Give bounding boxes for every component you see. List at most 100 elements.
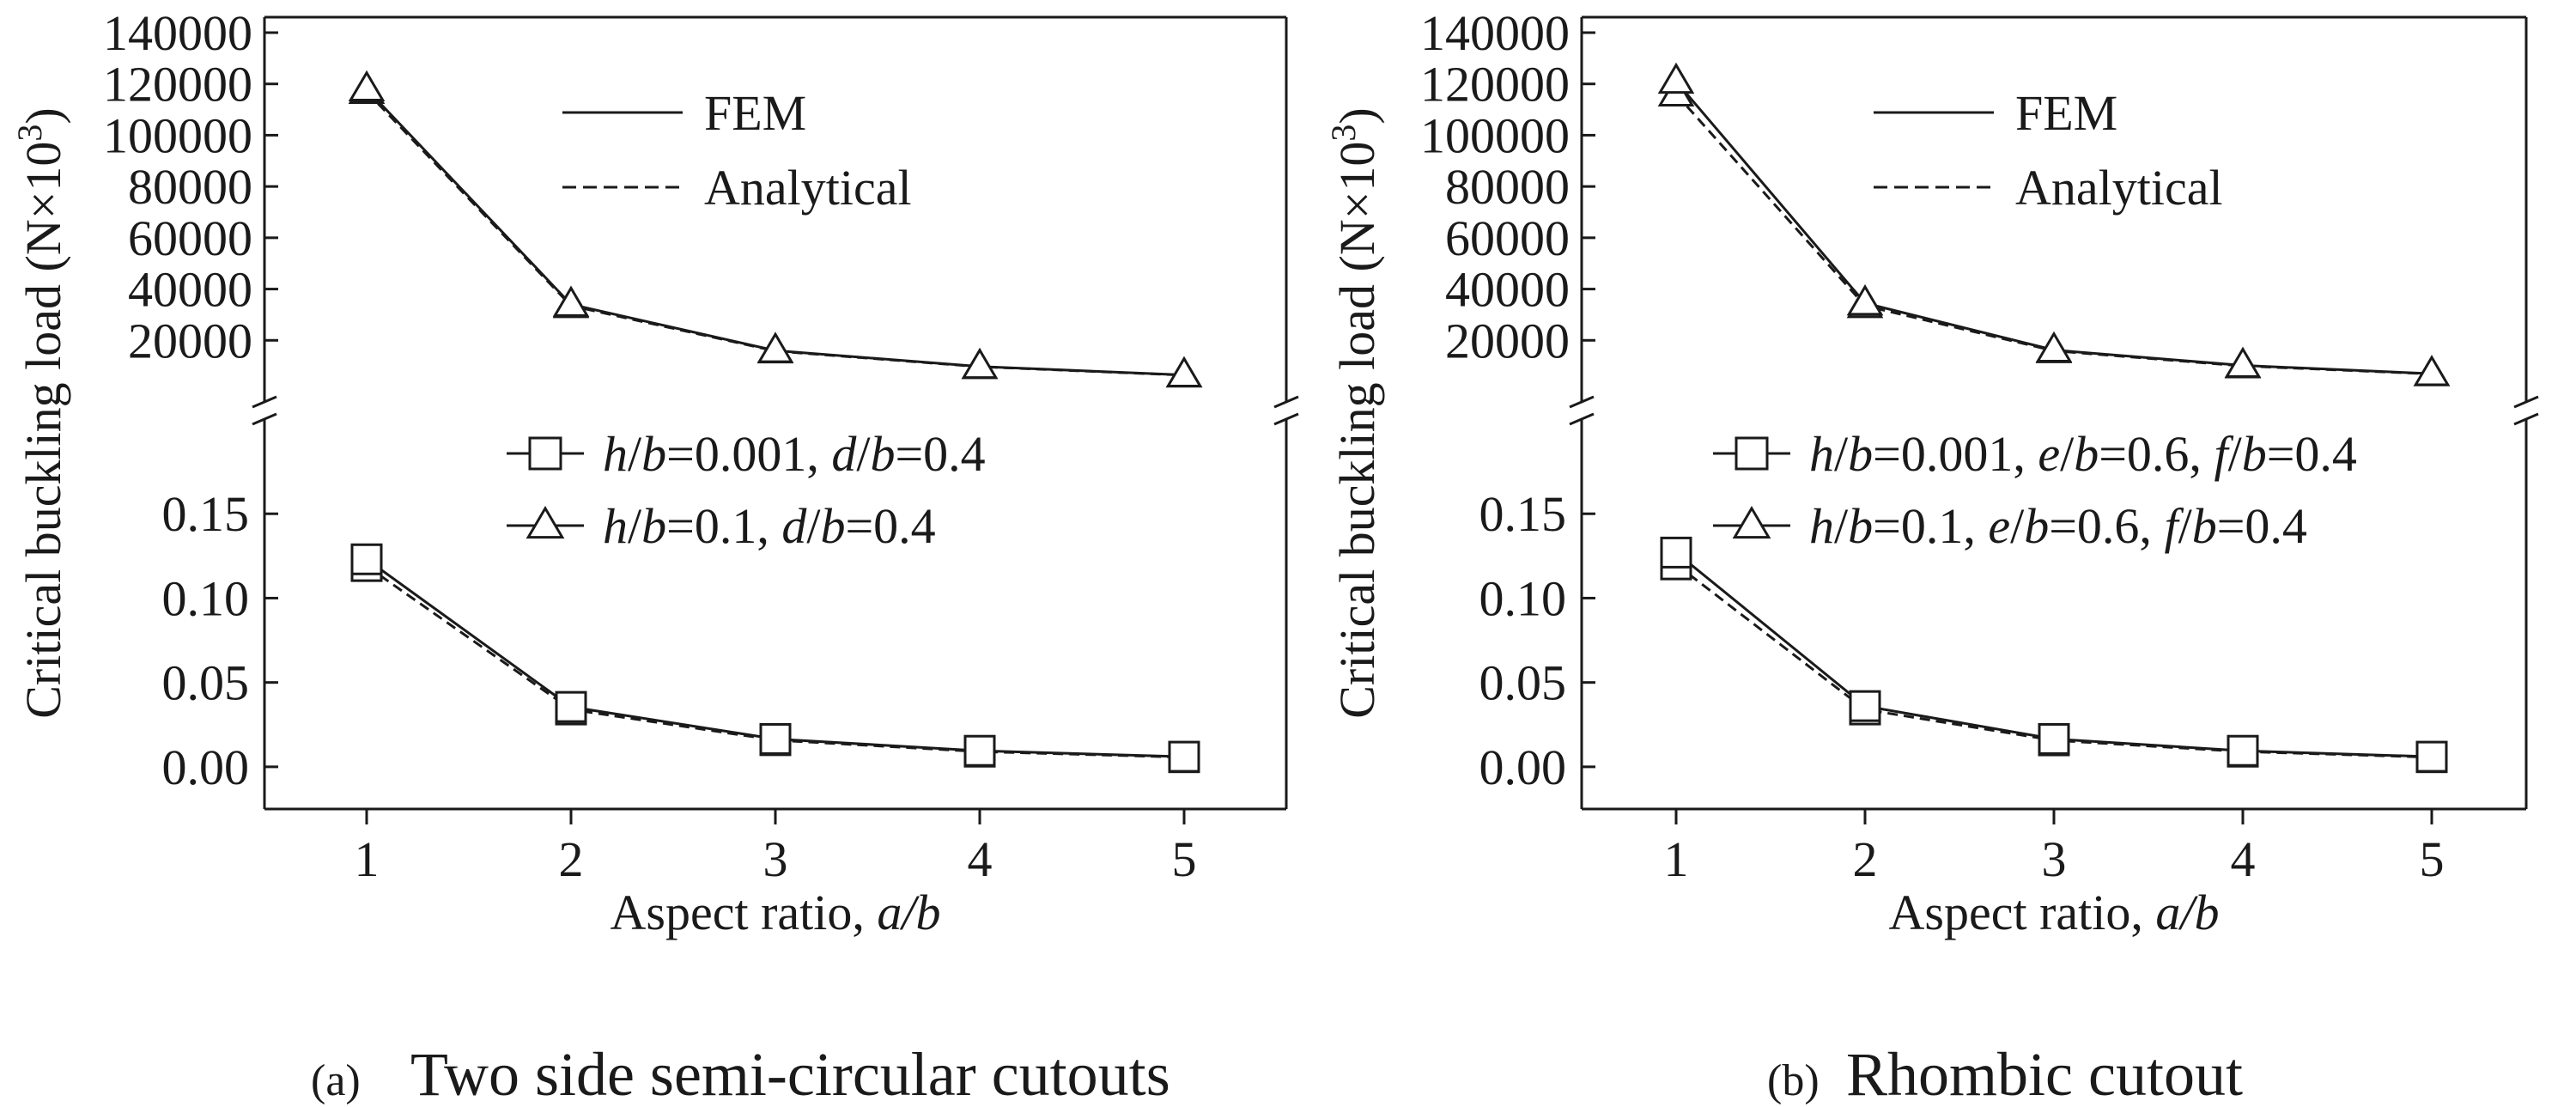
panel-a-legend-square-label-part: / (856, 426, 871, 482)
panel-a-series-square-fem-point (350, 543, 383, 575)
panel-a-series-square-fem-point (963, 734, 996, 767)
panel-a-y-upper-tick-label: 40000 (128, 262, 252, 318)
panel-a-x-axis-label-var: a/b (877, 885, 940, 940)
panel-b-chart: 1 2 3 4 5 20000400006000080000100000120000140… (1324, 5, 2539, 1107)
panel-b-y-upper-tick-label: 140000 (1420, 5, 1570, 61)
panel-b-legend-triangle-label-part: / (2010, 498, 2025, 554)
panel-a-legend-fem-label: FEM (704, 85, 806, 141)
panel-a-axis-break-mark (252, 395, 277, 409)
panel-b-series-triangle-fem-point (1846, 284, 1884, 316)
panel-a-legend-triangle-label-part: b (820, 498, 845, 554)
panel-a-y-upper-tick-label: 20000 (128, 313, 252, 368)
panel-a-axis-break-mark (1273, 412, 1299, 426)
panel-a-y-axis-label-close: ) (15, 107, 71, 124)
panel-a-y-upper-tick-label: 120000 (103, 57, 252, 113)
panel-b-series-square-fem-point (1660, 536, 1692, 569)
panel-a-y-axis-label: Critical buckling load (N×103) (10, 107, 71, 719)
panel-b-y-axis-label-sup: 3 (1324, 125, 1363, 142)
panel-b-y-upper-tick-label: 60000 (1445, 210, 1570, 266)
panel-b-axis-break-mark (1569, 412, 1595, 426)
panel-b-y-lower-tick-label: 0.00 (1479, 739, 1567, 795)
panel-a-legend-square-label-part: =0.4 (895, 426, 985, 482)
panel-b-x-tick-label: 1 (1664, 831, 1689, 887)
panel-b-caption-letter: (b) (1767, 1056, 1820, 1105)
panel-a-legend-triangle-label-part: d (781, 498, 807, 554)
panel-b-y-upper-tick-label: 20000 (1445, 313, 1570, 368)
panel-a-legend-triangle-label-part: b (641, 498, 666, 554)
panel-a-y-upper-tick-label: 80000 (128, 159, 252, 215)
panel-a-legend-square-label-part: / (628, 426, 642, 482)
panel-b-y-upper-tick-label: 80000 (1445, 159, 1570, 215)
panel-b-series-square-fem-point (1849, 690, 1881, 722)
panel-a-y-upper-tick-label: 100000 (103, 107, 252, 163)
panel-a-y-lower-tick-label: 0.05 (162, 655, 250, 711)
panel-b-x-axis-label-var: a/b (2155, 885, 2219, 940)
panel-b-legend-triangle-label-part: b (2192, 498, 2217, 554)
panel-b-series-square-fem-point (2415, 740, 2448, 773)
panel-b-series-triangle-fem-point (2224, 346, 2262, 378)
panel-a-legend-analytical-label: Analytical (704, 160, 912, 216)
panel-b-legend-triangle-label-part: =0.1, (1873, 498, 1988, 554)
panel-b-legend-triangle-label-part: b (2024, 498, 2049, 554)
panel-b-x-axis-label: Aspect ratio, a/b (1889, 885, 2220, 940)
panel-b-axis-break-mark (2513, 395, 2539, 409)
panel-a-series-triangle-fem-point (961, 347, 999, 380)
panel-b-legend-square-label-part: h (1809, 426, 1834, 482)
panel-b-y-upper-tick-label: 120000 (1420, 57, 1570, 113)
panel-a-axis-break-mark (1273, 395, 1299, 409)
panel-b-legend-triangle-label-part: =0.6, (2049, 498, 2164, 554)
panel-b-legend-square-label-part: b (2074, 426, 2099, 482)
panel-b-y-lower-tick-label: 0.05 (1479, 655, 1567, 711)
panel-b-legend-square-label-part: =0.4 (2267, 426, 2357, 482)
panel-b-legend-square-label-part: / (1834, 426, 1849, 482)
panel-a-legend-square-label-part: d (831, 426, 857, 482)
panel-a-legend-square-label-part: =0.001, (666, 426, 831, 482)
panel-a-x-tick-label: 1 (355, 831, 380, 887)
panel-b-legend-square-label-part: =0.6, (2099, 426, 2214, 482)
panel-a-axis-break-mark (252, 412, 277, 426)
panel-a-legend-triangle-label: h/b=0.1, d/b=0.4 (603, 498, 936, 554)
panel-b-legend-square-label-part: b (1848, 426, 1873, 482)
panel-b-legend-square-label-part: / (2228, 426, 2243, 482)
panel-a-legend-square-label-part: b (641, 426, 666, 482)
panel-b-legend-square-label-part: =0.001, (1873, 426, 2038, 482)
panel-a-series-triangle-fem-point (348, 70, 386, 102)
panel-b-legend-triangle-label-part: =0.4 (2217, 498, 2307, 554)
panel-b-legend-square-label-part: b (2242, 426, 2267, 482)
panel-b-y-axis-label-close: ) (1329, 107, 1385, 124)
panel-a-legend-square-swatch-marker (528, 436, 562, 471)
panel-a-y-lower-tick-label: 0.00 (162, 739, 250, 795)
panel-b-series-triangle-fem-point (2035, 331, 2073, 362)
panel-b-x-tick-label: 3 (2042, 831, 2067, 887)
panel-a-caption-letter: (a) (311, 1056, 361, 1105)
panel-a-legend-triangle-label-part: / (806, 498, 821, 554)
panel-a-x-axis-label: Aspect ratio, a/b (611, 885, 941, 940)
panel-b-series-triangle-fem-point (1657, 62, 1695, 94)
panel-b-y-lower-tick-label: 0.15 (1479, 486, 1567, 542)
panel-b-axis-break-mark (1569, 395, 1595, 409)
panel-b-legend-triangle-label-part: / (1834, 498, 1849, 554)
panel-b-x-tick-label: 4 (2231, 831, 2256, 887)
panel-a-y-lower-tick-label: 0.10 (162, 570, 250, 626)
panel-b-x-tick-label: 5 (2420, 831, 2445, 887)
panel-a-chart: 1 2 3 4 5 20000400006000080000100000120000140… (10, 5, 1299, 1107)
panel-a-series-triangle-fem-point (552, 285, 590, 317)
panel-b-legend-triangle-swatch-marker (1732, 505, 1771, 539)
panel-a-x-tick-label: 5 (1172, 831, 1197, 887)
panel-b-y-upper-tick-label: 100000 (1420, 107, 1570, 163)
panel-b-legend-fem-label: FEM (2015, 85, 2117, 141)
panel-a-x-tick-label: 4 (968, 831, 993, 887)
panel-a-series-square-fem-point (759, 722, 792, 755)
panel-a-series-square-fem-point (555, 690, 587, 723)
panel-a-legend-triangle-swatch-marker (526, 505, 565, 539)
panel-a-y-lower-tick-label: 0.15 (162, 486, 250, 542)
panel-a-y-upper-tick-label: 60000 (128, 210, 252, 266)
panel-b-y-lower-tick-label: 0.10 (1479, 570, 1567, 626)
panel-b-y-axis-label-text: Critical buckling load (N×10 (1329, 142, 1385, 719)
panel-b-legend-triangle-label-part: b (1848, 498, 1873, 554)
panel-a-x-tick-label: 2 (559, 831, 584, 887)
panel-b-background (1301, 0, 2576, 949)
panel-b-legend-square-label-part: / (2060, 426, 2075, 482)
panel-b-legend-square-label: h/b=0.001, e/b=0.6, f/b=0.4 (1809, 426, 2357, 482)
